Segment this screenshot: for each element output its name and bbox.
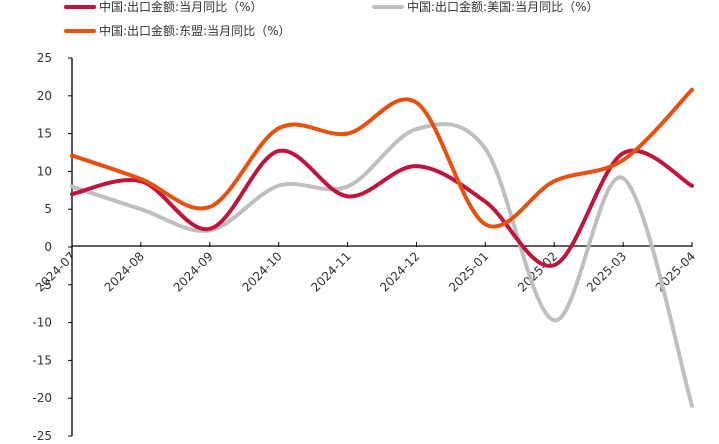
y-tick-label: -20 — [32, 391, 52, 405]
x-tick-label: 2024-09 — [171, 249, 216, 294]
y-tick-label: 10 — [37, 164, 52, 178]
x-tick-label: 2025-03 — [584, 249, 629, 294]
y-tick-label: -15 — [32, 353, 52, 367]
y-tick-label: 15 — [37, 127, 52, 141]
legend-label-3: 中国:出口金额:东盟:当月同比（%） — [99, 23, 291, 38]
y-tick-label: 5 — [44, 202, 52, 216]
series-2 — [70, 122, 694, 408]
y-tick-label: -10 — [32, 316, 52, 330]
y-tick-label: 0 — [44, 240, 52, 254]
series-3 — [70, 87, 694, 229]
legend: 中国:出口金额:当月同比（%） 中国:出口金额:美国:当月同比（%） 中国:出口金额… — [64, 0, 599, 38]
y-axis: -25 -20 -15 -10 -5 0 5 10 15 20 25 — [32, 51, 73, 443]
series-line-1 — [70, 148, 694, 268]
x-tick-label: 2025-01 — [446, 249, 491, 294]
x-tick-label: 2024-07 — [33, 249, 78, 294]
y-tick-label: 25 — [37, 51, 52, 65]
y-tick-label: 20 — [37, 89, 52, 103]
x-tick-label: 2024-12 — [377, 249, 422, 294]
y-tick-label: -5 — [40, 278, 52, 292]
legend-label-2: 中国:出口金额:美国:当月同比（%） — [407, 0, 599, 14]
x-tick-label: 2024-10 — [239, 249, 284, 294]
series-line-3 — [70, 87, 694, 229]
series-layer — [70, 87, 694, 408]
x-tick-label: 2024-08 — [102, 249, 147, 294]
x-axis: 2024-07 2024-08 2024-09 2024-10 2024-11 2024-… — [33, 242, 698, 295]
x-tick-label: 2024-11 — [308, 249, 353, 294]
y-tick-label: -25 — [32, 429, 52, 443]
legend-label-1: 中国:出口金额:当月同比（%） — [99, 0, 263, 14]
series-line-2 — [70, 122, 694, 408]
series-1 — [70, 148, 694, 268]
